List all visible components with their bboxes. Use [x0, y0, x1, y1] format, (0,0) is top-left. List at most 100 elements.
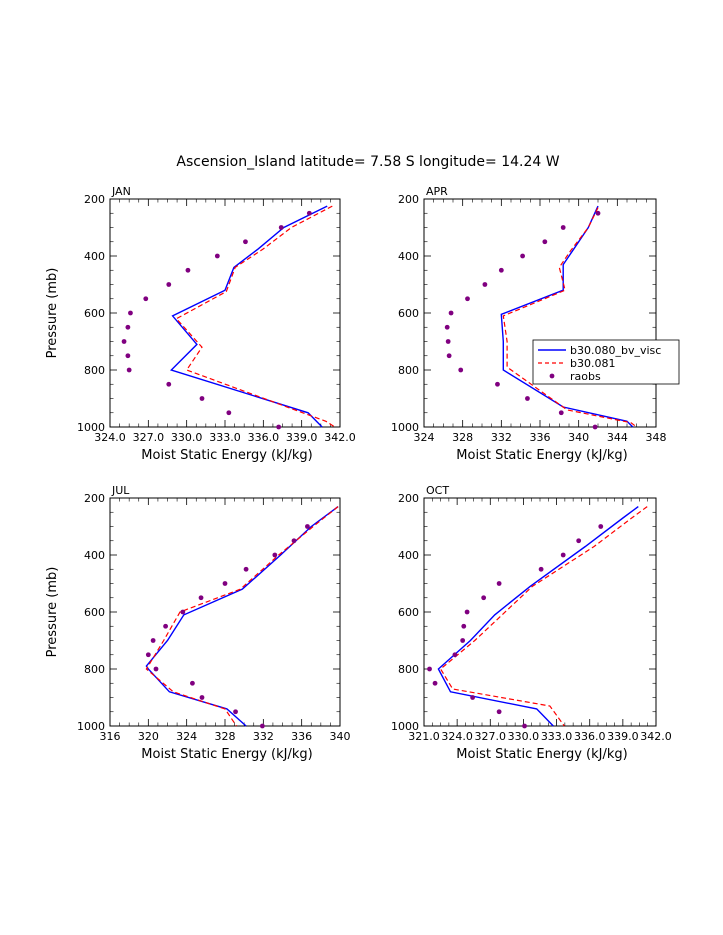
- x-tick-label: 324: [414, 431, 435, 444]
- raobs-point: [470, 695, 476, 700]
- x-tick-label: 328: [452, 431, 473, 444]
- raobs-point: [259, 723, 265, 729]
- raobs-point: [226, 410, 232, 416]
- panel-apr: APR 324 328 332 336 340 344 348 200 400 600 800 1000…: [391, 185, 667, 463]
- raobs-point: [121, 339, 127, 344]
- x-tick-label: 336.0: [248, 431, 280, 444]
- raobs-point: [525, 396, 530, 401]
- legend-swatch-raobs: [549, 373, 555, 379]
- raobs-point: [560, 225, 566, 230]
- panel-oct: OCT 321.0 324.0 327.0 330.0 333.0 336.0 339.0 34…: [391, 484, 672, 762]
- raobs-point: [496, 709, 502, 715]
- raobs-point: [150, 638, 156, 643]
- x-tick-label: 342.0: [324, 431, 356, 444]
- x-tick-label: 332: [491, 431, 512, 444]
- x-tick-label: 327.0: [133, 431, 165, 444]
- y-tick-label: 800: [84, 364, 105, 377]
- raobs-point: [538, 566, 544, 572]
- y-tick-label: 1000: [77, 720, 105, 733]
- raobs-point: [278, 225, 284, 230]
- raobs-point: [427, 666, 432, 672]
- raobs-point: [595, 210, 601, 216]
- x-tick-label: 320: [138, 730, 159, 743]
- y-tick-label: 1000: [391, 421, 419, 434]
- y-tick-label: 600: [398, 307, 419, 320]
- y-tick-label: 400: [398, 549, 419, 562]
- raobs-point: [482, 282, 488, 287]
- y-tick-label: 800: [398, 364, 419, 377]
- raobs-point: [464, 609, 470, 615]
- x-tick-label: 342.0: [640, 730, 672, 743]
- raobs-point: [448, 310, 454, 316]
- raobs-point: [458, 367, 464, 373]
- panel-label-apr: APR: [426, 185, 448, 198]
- raobs-point: [560, 552, 566, 558]
- x-tick-label: 324.0: [94, 431, 126, 444]
- x-tick-label: 340: [330, 730, 351, 743]
- raobs-point: [306, 210, 312, 216]
- raobs-point: [198, 595, 204, 601]
- panel-jul: JUL 316 320 324 328 332 336 340 200 400 600 800 1000…: [45, 484, 351, 762]
- raobs-point: [542, 239, 548, 245]
- series-b30-081-line: [439, 506, 648, 727]
- y-tick-label: 600: [84, 606, 105, 619]
- series-b30-081-line: [175, 205, 336, 428]
- raobs-point: [243, 566, 249, 572]
- raobs-point: [166, 381, 172, 387]
- raobs-point: [153, 666, 159, 672]
- raobs-point: [272, 552, 278, 558]
- raobs-point: [445, 339, 451, 344]
- raobs-point: [125, 353, 131, 359]
- y-tick-label: 400: [84, 549, 105, 562]
- raobs-point: [276, 424, 282, 430]
- series-b30-080-line: [145, 506, 339, 727]
- raobs-point: [143, 296, 149, 302]
- y-tick-label: 400: [84, 250, 105, 263]
- series-b30-080-line: [169, 205, 328, 428]
- raobs-point: [576, 538, 582, 544]
- y-tick-label: 200: [398, 193, 419, 206]
- raobs-point: [305, 524, 310, 529]
- raobs-point: [558, 410, 564, 416]
- x-axis-title: Moist Static Energy (kJ/kg): [141, 747, 312, 762]
- raobs-point: [163, 623, 168, 629]
- y-axis-title: Pressure (mb): [45, 567, 60, 658]
- raobs-point: [444, 324, 450, 330]
- raobs-point: [128, 310, 133, 316]
- y-tick-label: 1000: [77, 421, 105, 434]
- raobs-point: [190, 680, 195, 686]
- x-tick-label: 330.0: [171, 431, 203, 444]
- x-tick-label: 332: [253, 730, 274, 743]
- x-tick-label: 324.0: [441, 730, 473, 743]
- x-tick-label: 339.0: [607, 730, 639, 743]
- raobs-point: [199, 695, 205, 700]
- series-b30-081-line: [145, 506, 339, 727]
- raobs-point: [446, 353, 452, 359]
- series-b30-081-line: [502, 207, 638, 428]
- legend-label-raobs: raobs: [570, 370, 601, 383]
- raobs-point: [243, 239, 248, 245]
- x-tick-label: 328: [215, 730, 236, 743]
- raobs-point: [495, 381, 500, 387]
- raobs-point: [125, 324, 131, 330]
- x-tick-label: 348: [646, 431, 667, 444]
- x-axis-title: Moist Static Energy (kJ/kg): [456, 747, 627, 762]
- y-axis-title: Pressure (mb): [45, 268, 60, 359]
- raobs-point: [185, 267, 191, 273]
- x-axis-title: Moist Static Energy (kJ/kg): [456, 448, 627, 463]
- raobs-point: [452, 652, 458, 658]
- raobs-point: [465, 296, 470, 302]
- raobs-point: [461, 623, 467, 629]
- raobs-point: [598, 524, 604, 529]
- series-b30-080-line: [437, 506, 639, 727]
- raobs-point: [481, 595, 487, 601]
- y-tick-label: 600: [398, 606, 419, 619]
- x-tick-label: 333.0: [541, 730, 573, 743]
- x-tick-label: 340: [568, 431, 589, 444]
- plot-frame-jan: [109, 198, 341, 428]
- raobs-point: [126, 367, 132, 373]
- raobs-point: [222, 581, 228, 586]
- raobs-point: [233, 709, 238, 715]
- x-tick-label: 316: [100, 730, 121, 743]
